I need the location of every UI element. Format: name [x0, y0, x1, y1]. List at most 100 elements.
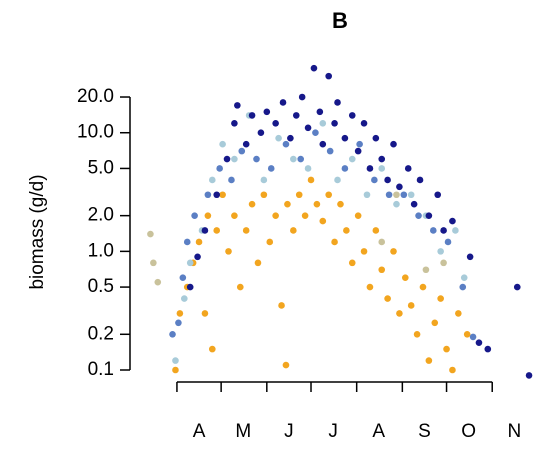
point: [469, 333, 477, 341]
point: [195, 238, 203, 246]
point: [334, 176, 341, 184]
point: [372, 134, 380, 142]
point: [429, 227, 437, 234]
point: [385, 191, 393, 199]
point: [208, 345, 216, 353]
point: [425, 212, 433, 219]
point: [213, 191, 221, 199]
point: [401, 274, 409, 281]
point: [415, 212, 422, 219]
point: [460, 274, 468, 281]
point: [416, 176, 424, 184]
point: [354, 147, 362, 155]
point: [425, 357, 433, 364]
x-tick-label: A: [372, 421, 385, 442]
point: [275, 134, 282, 142]
point: [525, 372, 533, 379]
point: [213, 227, 221, 234]
point: [410, 200, 418, 208]
point: [378, 165, 386, 172]
point: [354, 212, 362, 219]
point: [231, 155, 238, 163]
point: [266, 238, 274, 246]
point: [242, 227, 250, 234]
point: [282, 361, 290, 369]
point: [297, 155, 304, 163]
point: [384, 176, 391, 184]
point: [228, 176, 235, 184]
point: [304, 165, 312, 172]
point: [325, 191, 332, 199]
point: [513, 283, 521, 291]
point: [176, 310, 184, 317]
y-tick-label: 5.0: [88, 157, 114, 178]
point: [186, 259, 194, 267]
y-tick-label: 20.0: [77, 86, 114, 107]
point: [191, 212, 198, 219]
point: [431, 319, 439, 327]
point: [298, 93, 306, 101]
point: [371, 176, 378, 184]
point: [334, 99, 341, 106]
point: [290, 155, 297, 163]
point: [257, 129, 265, 137]
point: [325, 72, 332, 80]
point: [449, 217, 456, 225]
point: [147, 230, 154, 238]
point: [384, 295, 391, 302]
point: [216, 165, 223, 172]
point: [396, 183, 403, 191]
y-tick-label: 1.0: [88, 240, 114, 261]
point: [360, 248, 368, 255]
point: [312, 129, 319, 137]
point: [422, 266, 430, 274]
point: [413, 330, 421, 338]
point: [341, 134, 349, 142]
point: [208, 176, 216, 184]
point: [260, 176, 268, 184]
point: [316, 108, 324, 116]
point: [407, 191, 415, 199]
point: [253, 155, 260, 163]
point: [372, 227, 380, 234]
point: [348, 155, 356, 163]
point: [272, 212, 279, 219]
point: [341, 165, 349, 172]
point: [366, 165, 374, 172]
point: [238, 147, 246, 155]
point: [378, 266, 386, 274]
point: [331, 120, 338, 127]
point: [378, 155, 386, 163]
point: [310, 64, 318, 72]
point: [201, 310, 209, 317]
point: [150, 259, 157, 267]
point: [219, 191, 226, 199]
point: [290, 227, 297, 234]
point: [186, 283, 194, 291]
point: [319, 140, 327, 148]
point: [154, 278, 162, 286]
point: [337, 200, 344, 208]
y-tick-label: 2.0: [88, 205, 114, 226]
x-tick-label: N: [507, 421, 521, 442]
point: [179, 274, 187, 281]
point: [443, 345, 450, 353]
point: [183, 238, 191, 246]
point: [484, 345, 492, 353]
point: [378, 238, 386, 246]
point: [267, 165, 275, 172]
point: [175, 319, 182, 327]
point: [307, 176, 315, 184]
point: [437, 295, 444, 302]
point: [254, 259, 262, 267]
point: [356, 140, 363, 148]
point: [407, 302, 415, 309]
point: [236, 283, 244, 291]
point: [393, 200, 400, 208]
point: [292, 112, 300, 119]
point: [390, 140, 397, 148]
point: [282, 140, 290, 148]
x-tick-label: S: [418, 421, 431, 442]
point: [319, 120, 327, 127]
point: [452, 227, 459, 234]
